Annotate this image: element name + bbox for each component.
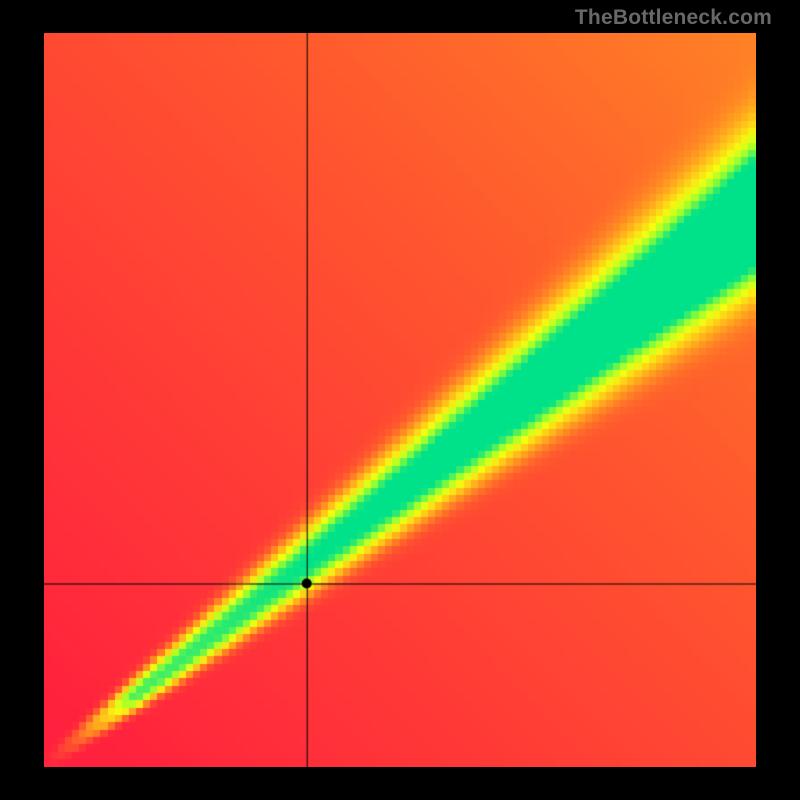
bottleneck-heatmap bbox=[44, 33, 756, 767]
chart-container: TheBottleneck.com bbox=[0, 0, 800, 800]
watermark-text: TheBottleneck.com bbox=[575, 6, 772, 30]
